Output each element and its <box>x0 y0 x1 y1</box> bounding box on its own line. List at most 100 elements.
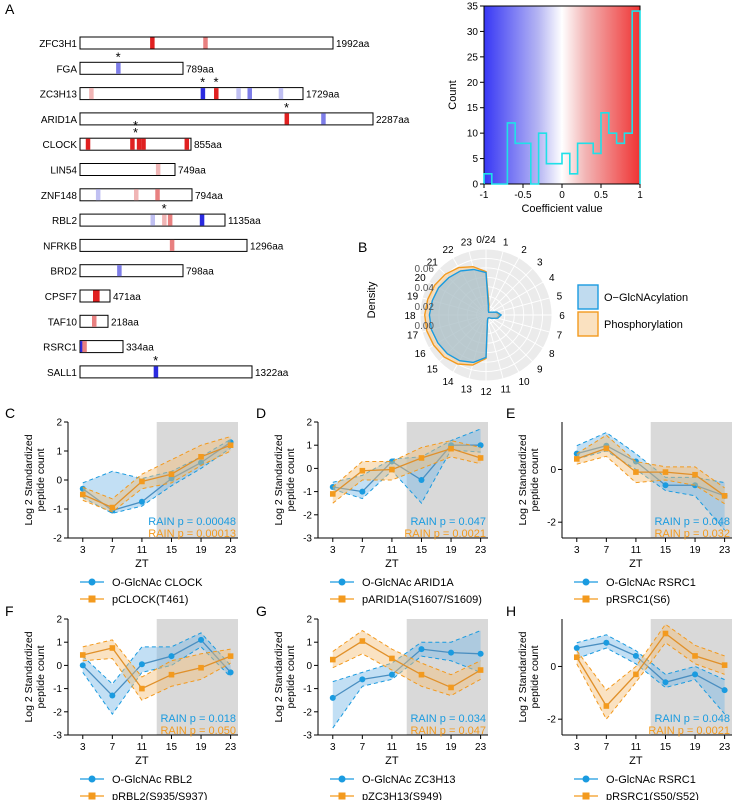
data-point <box>359 676 366 683</box>
x-tick-label: 3 <box>574 742 580 753</box>
data-point <box>198 636 205 643</box>
modification-site <box>167 214 173 226</box>
band-edge-lo <box>82 646 231 715</box>
hour-label: 0/24 <box>476 235 496 246</box>
modification-site <box>169 239 175 251</box>
protein-length: 855aa <box>194 140 222 151</box>
x-tick-label: -0.5 <box>514 190 532 201</box>
modification-site <box>203 37 208 49</box>
y-axis-label-line1: Log 2 Standardized <box>517 434 529 525</box>
rain-pvalue-oglcnac: RAIN p = 0.048 <box>654 713 730 725</box>
band-edge-lo <box>332 655 481 729</box>
modification-site <box>150 214 155 226</box>
protein-length: 2287aa <box>376 115 410 126</box>
x-tick-label: 3 <box>574 545 580 556</box>
modification-site <box>199 214 205 226</box>
y-tick-label: 35 <box>467 2 479 13</box>
x-axis-label: ZT <box>385 755 399 767</box>
legend-label-phospho: pZC3H13(S949) <box>362 791 442 800</box>
data-point <box>168 471 175 477</box>
data-point <box>329 694 336 701</box>
x-axis-label: ZT <box>135 558 149 570</box>
polar-spoke <box>485 314 520 373</box>
legend-marker-phospho <box>338 595 346 603</box>
x-tick-label: 11 <box>387 742 398 753</box>
data-point <box>138 498 145 505</box>
protein-name: TAF10 <box>48 317 78 328</box>
modification-site <box>95 290 100 302</box>
y-axis-label-line2: peptide count <box>35 448 47 511</box>
x-tick-label: 7 <box>110 545 116 556</box>
x-tick-label: 1 <box>637 190 643 201</box>
y-axis-label-line2: peptide count <box>35 645 47 708</box>
polar-density-chart: 0/24 123456789101112131415161718192021222… <box>366 235 688 398</box>
hour-label: 10 <box>518 377 530 388</box>
y-tick-label: 0 <box>550 662 556 673</box>
x-tick-label: 19 <box>195 545 207 556</box>
y-tick-label: 2 <box>306 418 312 429</box>
modification-site <box>89 88 94 100</box>
data-point <box>448 649 455 656</box>
band-edge-lo <box>332 456 481 504</box>
band-edge-lo <box>82 657 231 701</box>
x-tick-label: 15 <box>416 742 428 753</box>
protein-length: 218aa <box>111 317 139 328</box>
modification-site <box>134 189 139 201</box>
band-edge-hi <box>332 440 481 488</box>
data-point <box>79 652 86 658</box>
confidence-band <box>576 435 725 504</box>
protein-length: 794aa <box>195 191 223 202</box>
data-point <box>692 653 698 659</box>
confidence-band <box>82 632 231 715</box>
legend-swatch-oglcnac <box>577 284 599 310</box>
band-edge-hi <box>332 630 481 683</box>
protein-bar <box>79 365 253 379</box>
series-line <box>82 444 231 509</box>
data-point <box>227 653 234 659</box>
protein-bar <box>79 163 176 176</box>
protein-bar <box>79 112 374 126</box>
x-tick-label: 11 <box>387 545 398 556</box>
data-point <box>139 685 145 692</box>
modification-site <box>162 214 167 226</box>
x-tick-label: 23 <box>475 742 487 753</box>
protein-length: 1729aa <box>306 90 340 101</box>
radius-tick-label: 0.00 <box>415 321 435 332</box>
band-edge-lo <box>576 455 725 505</box>
rain-pvalue-phospho: RAIN p = 0.00013 <box>148 528 236 540</box>
significance-star: * <box>133 118 138 133</box>
polar-spoke <box>485 314 533 362</box>
hour-label: 17 <box>407 331 419 342</box>
y-tick-label: 0 <box>472 180 478 191</box>
hour-label: 18 <box>404 311 416 322</box>
x-axis-label: ZT <box>629 755 643 767</box>
data-point <box>573 645 580 651</box>
data-point <box>109 692 116 699</box>
hour-label: 2 <box>521 245 527 256</box>
data-point <box>603 445 610 452</box>
rain-pvalue-oglcnac: RAIN p = 0.018 <box>160 713 236 725</box>
confidence-band <box>332 630 481 696</box>
legend-marker-oglcnac <box>582 578 590 586</box>
significance-star: * <box>153 353 158 368</box>
modification-site <box>155 189 160 201</box>
data-point <box>329 491 336 497</box>
y-tick-label: -2 <box>303 510 312 521</box>
legend-label-oglcnac: O-GlcNAc RSRC1 <box>606 577 696 589</box>
significance-star: * <box>133 125 138 140</box>
rain-pvalue-oglcnac: RAIN p = 0.047 <box>410 516 486 528</box>
protein-bar <box>79 87 304 101</box>
data-point <box>662 482 669 489</box>
y-tick-label: 0 <box>56 476 62 487</box>
y-tick-label: 10 <box>467 129 479 140</box>
confidence-band <box>576 634 725 714</box>
y-axis-label: Count <box>447 80 459 109</box>
x-tick-label: 7 <box>110 742 116 753</box>
legend-label-oglcnac: O-GlcNAc CLOCK <box>112 577 203 589</box>
data-point <box>227 442 234 448</box>
confidence-band <box>332 630 481 729</box>
